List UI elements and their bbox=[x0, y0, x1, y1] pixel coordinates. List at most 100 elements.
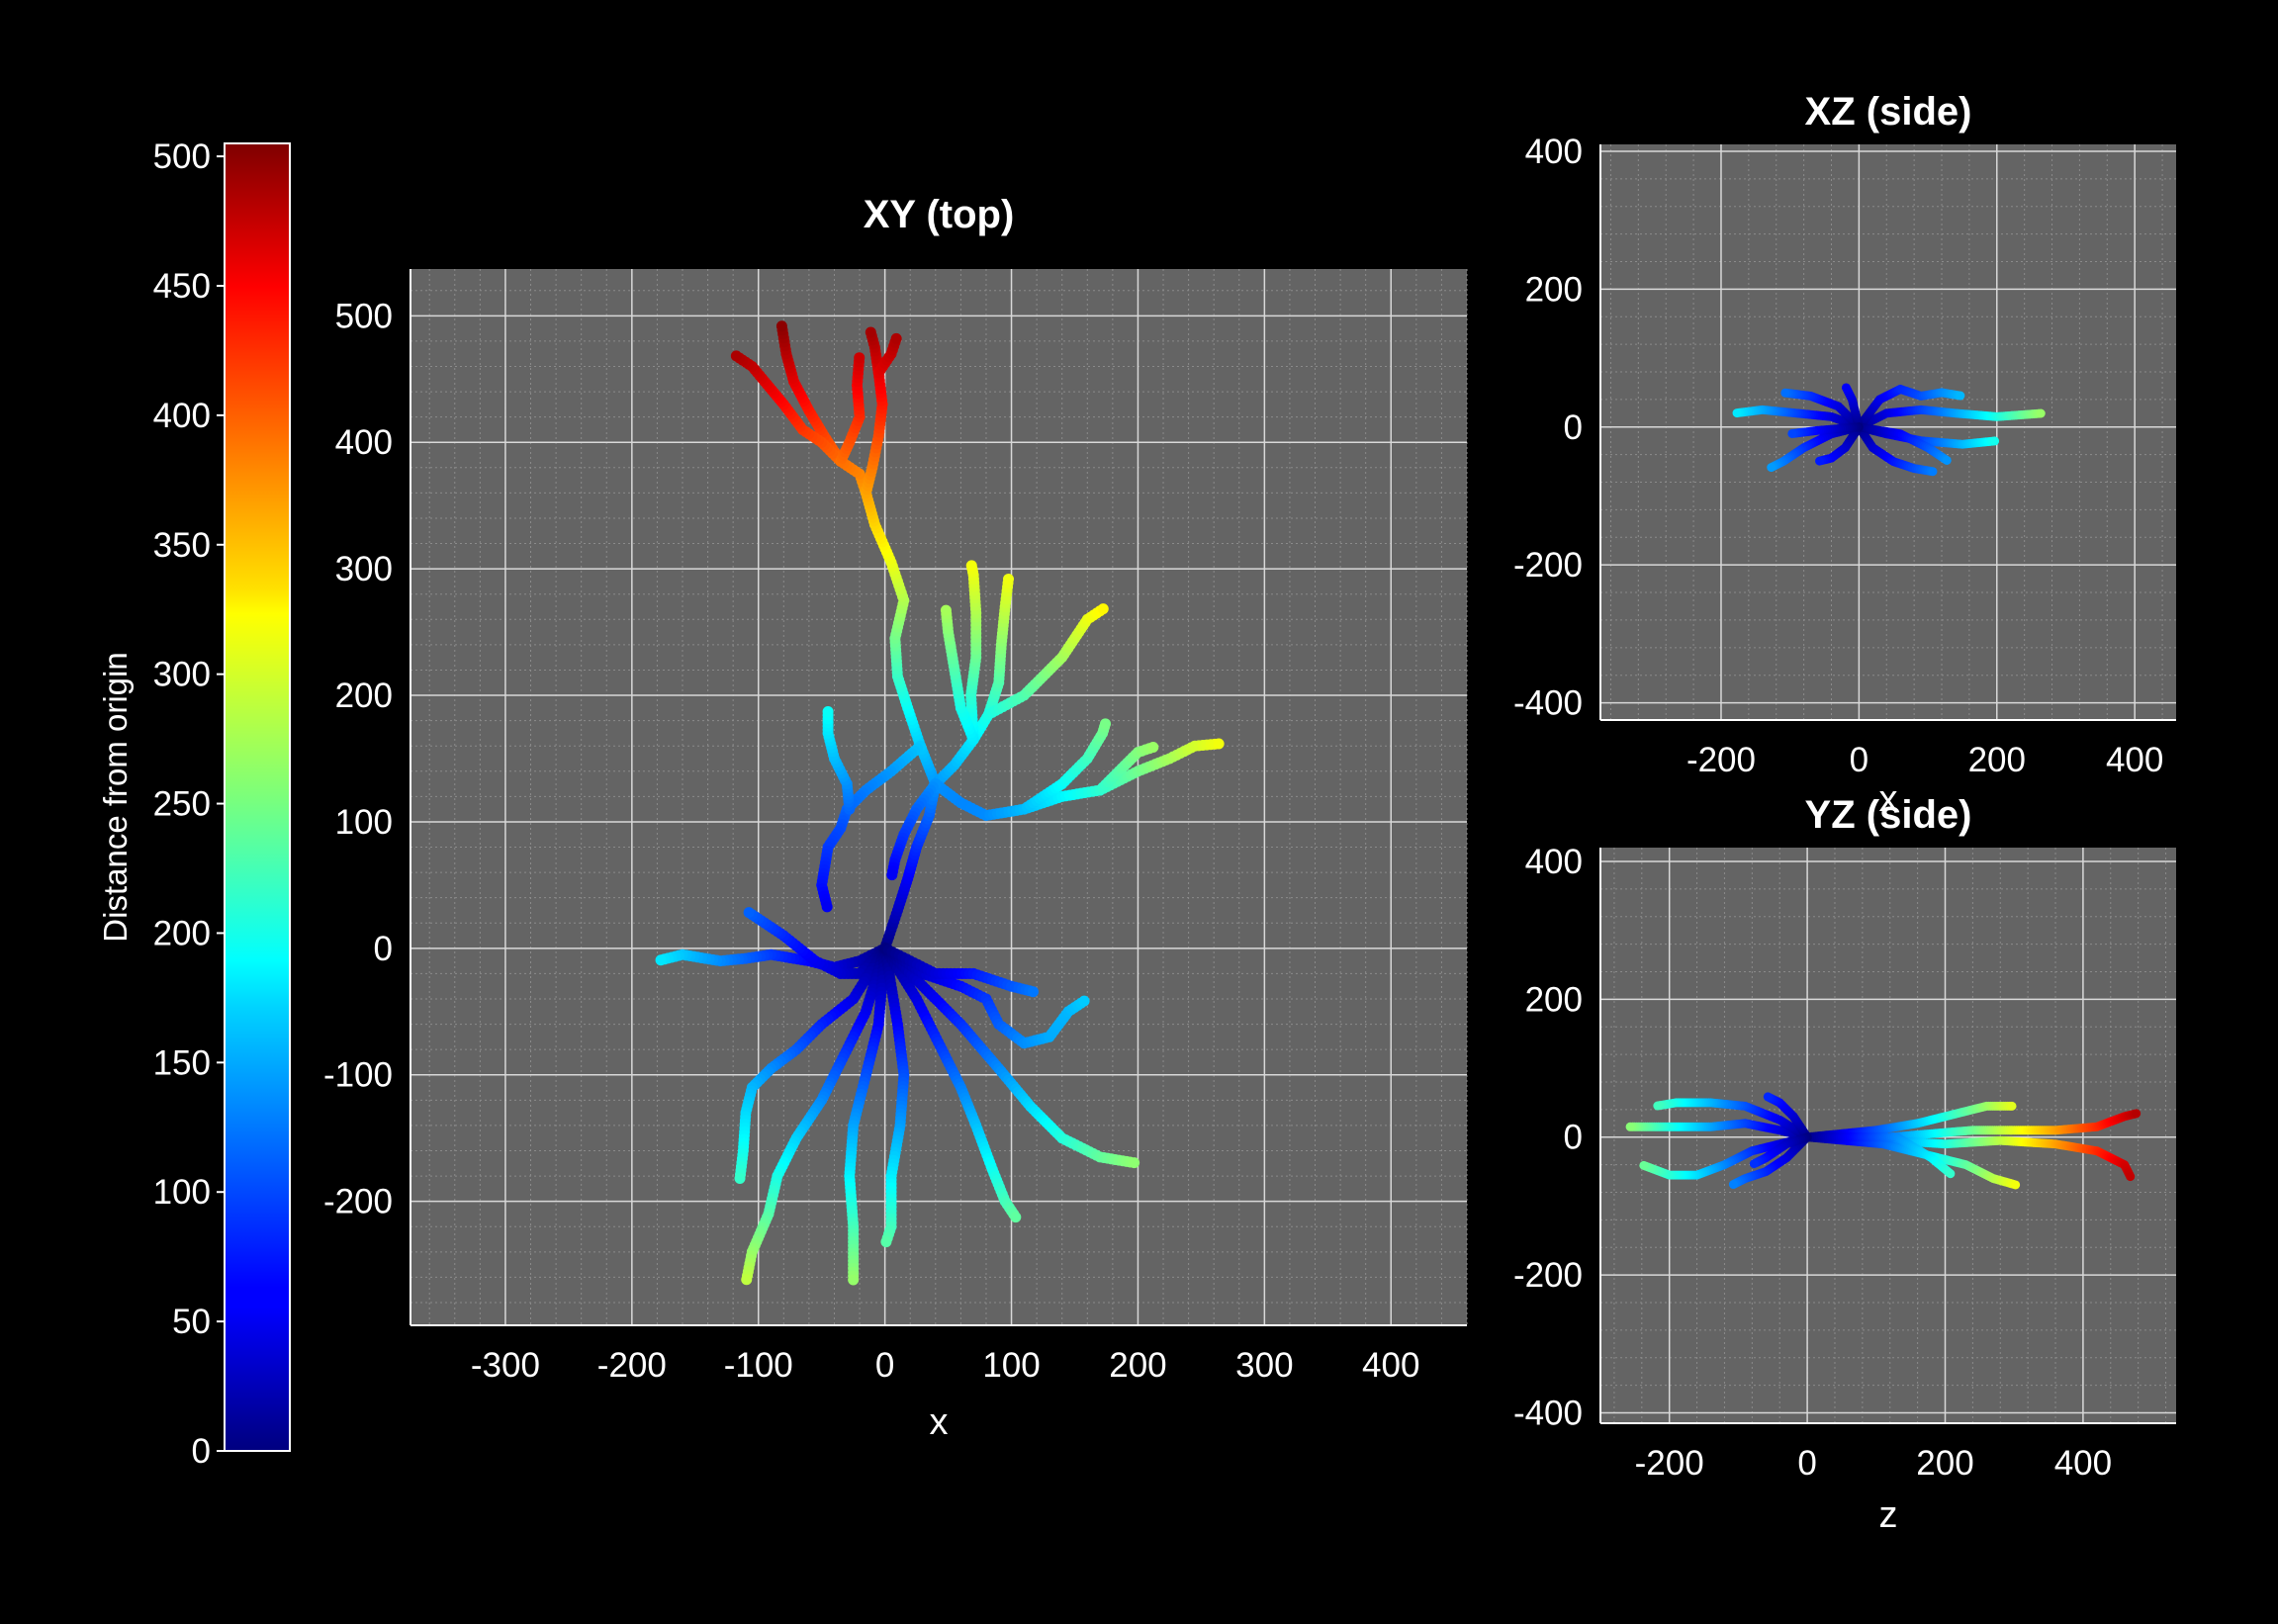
x-tick-label: -200 bbox=[1686, 741, 1756, 779]
branch-point bbox=[1815, 456, 1825, 466]
branch-point bbox=[1946, 1169, 1956, 1179]
neuron-branch bbox=[879, 943, 1140, 1169]
neuron-branch bbox=[1780, 388, 1864, 432]
branch-point bbox=[1639, 1160, 1649, 1170]
branch-point bbox=[775, 320, 787, 332]
branch-point bbox=[741, 1274, 753, 1286]
xy-grid bbox=[410, 269, 1468, 1326]
branch-point bbox=[2011, 1180, 2021, 1190]
branch-point bbox=[2007, 1101, 2017, 1111]
branch-point bbox=[1100, 718, 1112, 730]
branch-point bbox=[1027, 986, 1039, 998]
y-tick-label: 500 bbox=[335, 297, 393, 335]
xz-neuron-branches bbox=[1732, 383, 2046, 477]
xz-x-axis-label: x bbox=[1879, 778, 1898, 820]
neuron-branch bbox=[1787, 422, 1864, 438]
y-tick-label: 0 bbox=[1564, 408, 1583, 447]
branch-point bbox=[1942, 455, 1952, 465]
neuron-branch bbox=[940, 604, 979, 746]
branch-point bbox=[1728, 1180, 1738, 1190]
x-tick-label: -100 bbox=[724, 1346, 793, 1385]
neuron-branch bbox=[816, 740, 926, 913]
x-tick-label: 100 bbox=[982, 1346, 1040, 1385]
xy-title: XY (top) bbox=[864, 193, 1015, 236]
y-tick-label: -400 bbox=[1513, 1395, 1583, 1433]
y-tick-label: -200 bbox=[323, 1183, 393, 1221]
branch-point bbox=[1928, 467, 1938, 477]
x-tick-label: 0 bbox=[875, 1346, 894, 1385]
neuron-branch bbox=[1018, 718, 1112, 815]
colorbar-tick-label: 50 bbox=[172, 1303, 211, 1341]
neuron-branch bbox=[1749, 1132, 1812, 1169]
yz-x-axis-label: z bbox=[1879, 1494, 1898, 1536]
colorbar-label: Distance from origin bbox=[97, 652, 134, 942]
x-tick-label: 200 bbox=[1916, 1444, 1973, 1483]
xy-top-panel: -300 -200 -100 0 100 200 300 400 -200 -100 0 100 200… bbox=[323, 193, 1468, 1443]
branch-point bbox=[1732, 408, 1742, 418]
neuron-branch bbox=[835, 352, 866, 467]
branch-point bbox=[940, 604, 952, 616]
x-tick-label: 300 bbox=[1235, 1346, 1293, 1385]
branch-point bbox=[1763, 1092, 1773, 1102]
branch-point bbox=[1147, 741, 1159, 753]
colorbar-tick-label: 250 bbox=[153, 785, 211, 824]
xz-title: XZ (side) bbox=[1805, 90, 1972, 134]
y-tick-label: 0 bbox=[374, 930, 393, 968]
xz-tick-labels: -200 0 200 400 -400 -200 0 200 400 bbox=[1513, 133, 2163, 779]
branch-point bbox=[821, 901, 833, 913]
branch-point bbox=[1010, 1212, 1022, 1223]
y-tick-label: -100 bbox=[323, 1056, 393, 1095]
branch-point bbox=[2126, 1172, 2136, 1182]
branch-point bbox=[1767, 463, 1777, 473]
branch-point bbox=[965, 560, 977, 572]
x-tick-label: -300 bbox=[471, 1346, 540, 1385]
branch-point bbox=[890, 332, 902, 344]
xz-side-panel: -200 0 200 400 -400 -200 0 200 400 x XZ (side) bbox=[1513, 90, 2176, 820]
branch-point bbox=[734, 1172, 746, 1184]
neuron-branch bbox=[1841, 383, 1864, 432]
y-tick-label: 0 bbox=[1564, 1119, 1583, 1157]
x-tick-label: 400 bbox=[1362, 1346, 1419, 1385]
branch-point bbox=[1787, 428, 1797, 438]
branch-point bbox=[854, 352, 866, 364]
colorbar-tick-label: 500 bbox=[153, 137, 211, 176]
x-tick-label: -200 bbox=[1635, 1444, 1704, 1483]
x-tick-label: 400 bbox=[2054, 1444, 2112, 1483]
xy-plot-area bbox=[410, 269, 1467, 1325]
branch-point bbox=[1749, 1159, 1759, 1169]
neuron-branch bbox=[886, 778, 942, 881]
branch-point bbox=[655, 954, 667, 966]
neuron-branch bbox=[844, 943, 891, 1286]
neuron-branch bbox=[822, 705, 856, 815]
colorbar-tick-label: 100 bbox=[153, 1173, 211, 1212]
branch-point bbox=[880, 1236, 892, 1248]
neuron-branch bbox=[872, 332, 902, 379]
yz-grid bbox=[1599, 848, 2176, 1424]
y-tick-label: 100 bbox=[335, 803, 393, 842]
branch-point bbox=[865, 326, 876, 338]
xz-grid bbox=[1599, 144, 2176, 721]
xy-neuron-branches bbox=[655, 320, 1225, 1286]
colorbar-gradient bbox=[224, 142, 291, 1452]
branch-point bbox=[1213, 738, 1225, 750]
y-tick-label: -200 bbox=[1513, 546, 1583, 585]
neuron-branch bbox=[1728, 1132, 1812, 1190]
branch-point bbox=[1625, 1122, 1635, 1131]
x-tick-label: 0 bbox=[1850, 741, 1868, 779]
colorbar-tick-label: 350 bbox=[153, 526, 211, 565]
y-tick-label: 200 bbox=[335, 677, 393, 715]
y-tick-label: 400 bbox=[335, 423, 393, 462]
neuron-branch bbox=[1854, 422, 1952, 465]
branch-point bbox=[1841, 383, 1851, 393]
y-tick-label: -400 bbox=[1513, 684, 1583, 723]
branch-point bbox=[886, 869, 898, 881]
y-tick-label: 400 bbox=[1525, 133, 1583, 171]
branch-point bbox=[1097, 603, 1109, 615]
branch-point bbox=[848, 1274, 860, 1286]
y-tick-label: 400 bbox=[1525, 843, 1583, 881]
branch-point bbox=[1990, 436, 2000, 446]
colorbar-tick-label: 200 bbox=[153, 914, 211, 952]
branch-point bbox=[1129, 1157, 1140, 1169]
colorbar-tick-label: 300 bbox=[153, 656, 211, 694]
